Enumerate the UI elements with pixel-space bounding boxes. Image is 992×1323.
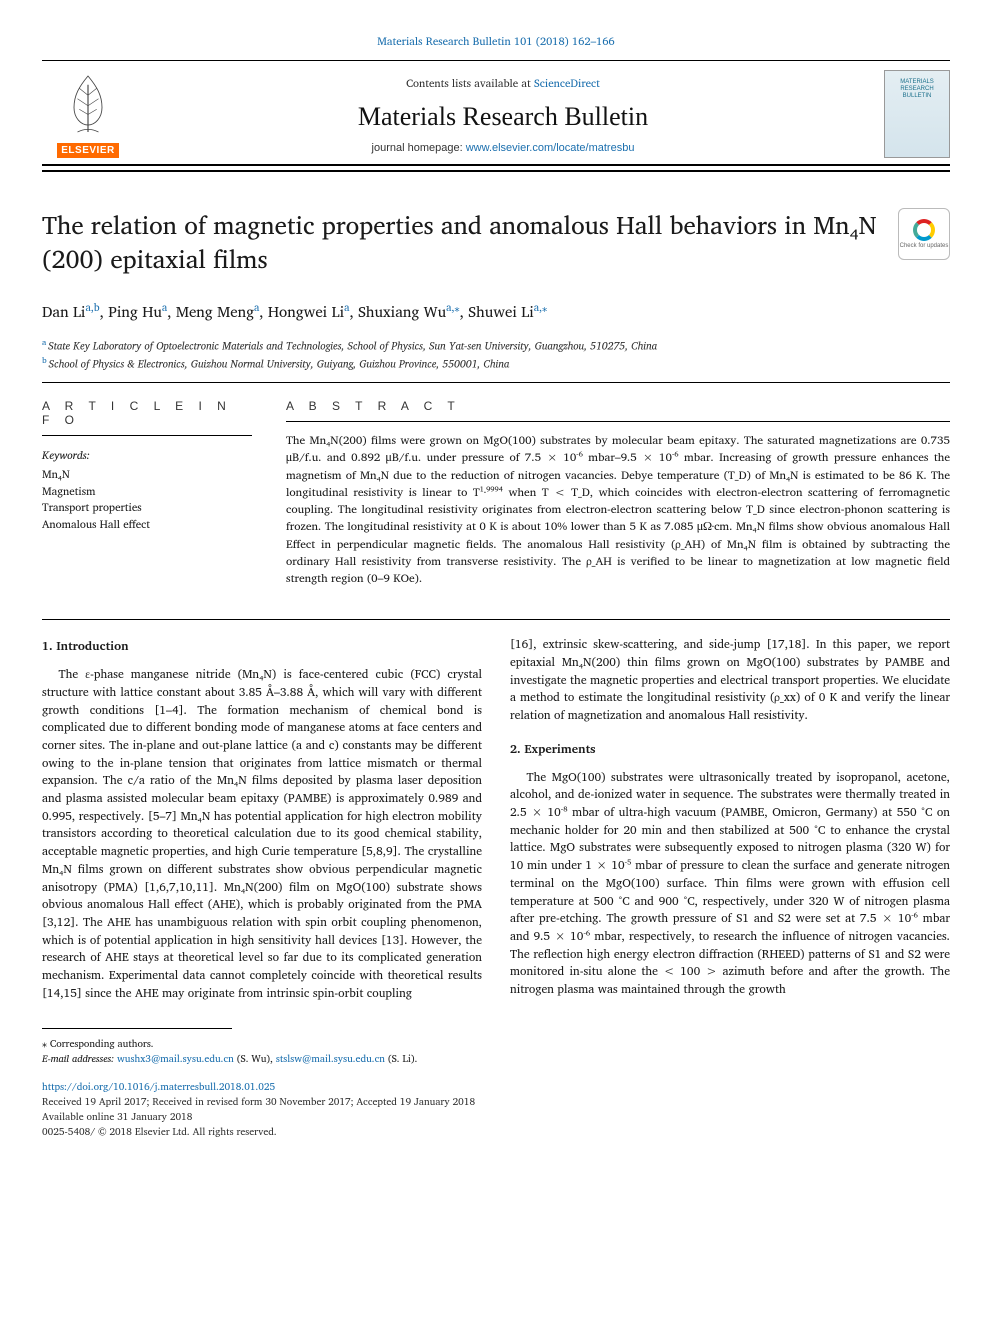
author-sup: a,⁎ — [534, 298, 548, 316]
email-link-1[interactable]: wushx3@mail.sysu.edu.cn — [117, 1051, 234, 1067]
article-info: A R T I C L E I N F O Keywords: Mn₄NMagn… — [42, 399, 252, 587]
author: Ping Hua — [108, 299, 167, 324]
keywords-list: Mn₄NMagnetismTransport propertiesAnomalo… — [42, 466, 252, 532]
footnote-rule — [42, 1028, 232, 1029]
article-title: The relation of magnetic properties and … — [42, 208, 878, 276]
section-rule-2 — [42, 619, 950, 620]
journal-name: Materials Research Bulletin — [134, 102, 872, 132]
masthead: ELSEVIER Contents lists available at Sci… — [42, 60, 950, 166]
affiliation: aState Key Laboratory of Optoelectronic … — [42, 336, 950, 354]
abstract-heading: A B S T R A C T — [286, 399, 950, 413]
abstract-rule — [286, 421, 950, 422]
section-rule — [42, 382, 950, 383]
author: Hongwei Lia — [268, 299, 350, 324]
doi-line: https://doi.org/10.1016/j.materresbull.2… — [42, 1079, 950, 1095]
author-sup: a,⁎ — [446, 298, 460, 316]
crossmark-icon — [913, 219, 935, 241]
keyword: Magnetism — [42, 483, 252, 500]
intro-paragraph: The ε-phase manganese nitride (Mn₄N) is … — [42, 666, 482, 1002]
article-info-heading: A R T I C L E I N F O — [42, 399, 252, 427]
author: Shuxiang Wua,⁎ — [358, 299, 460, 324]
author-sup: a — [254, 298, 259, 316]
affiliations: aState Key Laboratory of Optoelectronic … — [42, 336, 950, 373]
cover-line3: BULLETIN — [903, 93, 932, 99]
keyword: Anomalous Hall effect — [42, 516, 252, 533]
info-rule — [42, 435, 252, 436]
abstract-text: The Mn₄N(200) films were grown on MgO(10… — [286, 432, 950, 587]
footnotes: ⁎ Corresponding authors. E-mail addresse… — [42, 1037, 950, 1067]
sciencedirect-link[interactable]: ScienceDirect — [534, 74, 600, 92]
doi-link[interactable]: https://doi.org/10.1016/j.materresbull.2… — [42, 1079, 275, 1095]
email-name-2: (S. Li). — [385, 1051, 418, 1067]
experiments-paragraph: The MgO(100) substrates were ultrasonica… — [510, 769, 950, 999]
body-columns: 1. Introduction The ε-phase manganese ni… — [42, 636, 950, 1002]
cover-line1: MATERIALS — [900, 79, 934, 85]
author: Shuwei Lia,⁎ — [468, 299, 547, 324]
author-sup: a — [162, 298, 167, 316]
left-column: 1. Introduction The ε-phase manganese ni… — [42, 636, 482, 1002]
section-heading-experiments: 2. Experiments — [510, 741, 950, 759]
keyword: Transport properties — [42, 499, 252, 516]
author-sup: a,b — [85, 298, 99, 316]
email-name-1: (S. Wu), — [234, 1051, 276, 1067]
check-updates-badge[interactable]: Check for updates — [898, 208, 950, 260]
abstract: A B S T R A C T The Mn₄N(200) films were… — [286, 399, 950, 587]
homepage-prefix: journal homepage: — [372, 142, 466, 154]
citation-link[interactable]: Materials Research Bulletin 101 (2018) 1… — [377, 32, 614, 50]
author: Meng Menga — [176, 299, 259, 324]
journal-cover: MATERIALS RESEARCH BULLETIN — [872, 69, 950, 158]
corresponding-note: ⁎ Corresponding authors. — [42, 1037, 950, 1052]
elsevier-tree-icon — [59, 69, 117, 139]
homepage-line: journal homepage: www.elsevier.com/locat… — [134, 142, 872, 154]
email-line: E-mail addresses: wushx3@mail.sysu.edu.c… — [42, 1052, 950, 1067]
title-row: The relation of magnetic properties and … — [42, 208, 950, 276]
contents-prefix: Contents lists available at — [406, 74, 534, 92]
author-list: Dan Lia,b, Ping Hua, Meng Menga, Hongwei… — [42, 298, 950, 324]
page-root: Materials Research Bulletin 101 (2018) 1… — [0, 0, 992, 1164]
masthead-rule — [42, 170, 950, 172]
cover-thumbnail: MATERIALS RESEARCH BULLETIN — [884, 70, 950, 158]
keywords-label: Keywords: — [42, 446, 252, 464]
homepage-link[interactable]: www.elsevier.com/locate/matresbu — [466, 142, 635, 154]
section-heading-intro: 1. Introduction — [42, 638, 482, 656]
intro-continued: [16], extrinsic skew-scattering, and sid… — [510, 636, 950, 724]
history-line: Received 19 April 2017; Received in revi… — [42, 1095, 950, 1110]
copyright-line: 0025-5408/ © 2018 Elsevier Ltd. All righ… — [42, 1125, 950, 1140]
running-citation: Materials Research Bulletin 101 (2018) 1… — [42, 32, 950, 50]
author-sup: a — [344, 298, 349, 316]
info-abstract-row: A R T I C L E I N F O Keywords: Mn₄NMagn… — [42, 399, 950, 587]
available-line: Available online 31 January 2018 — [42, 1110, 950, 1125]
affiliation: bSchool of Physics & Electronics, Guizho… — [42, 354, 950, 372]
email-label: E-mail addresses: — [42, 1051, 117, 1067]
check-updates-label: Check for updates — [900, 243, 949, 249]
keyword: Mn₄N — [42, 466, 252, 483]
email-link-2[interactable]: stslsw@mail.sysu.edu.cn — [276, 1051, 385, 1067]
author: Dan Lia,b — [42, 299, 100, 324]
contents-line: Contents lists available at ScienceDirec… — [134, 74, 872, 92]
cover-line2: RESEARCH — [900, 86, 933, 92]
right-column: [16], extrinsic skew-scattering, and sid… — [510, 636, 950, 1002]
masthead-center: Contents lists available at ScienceDirec… — [134, 69, 872, 158]
publisher-tag: ELSEVIER — [57, 143, 118, 158]
publisher-logo: ELSEVIER — [42, 69, 134, 158]
